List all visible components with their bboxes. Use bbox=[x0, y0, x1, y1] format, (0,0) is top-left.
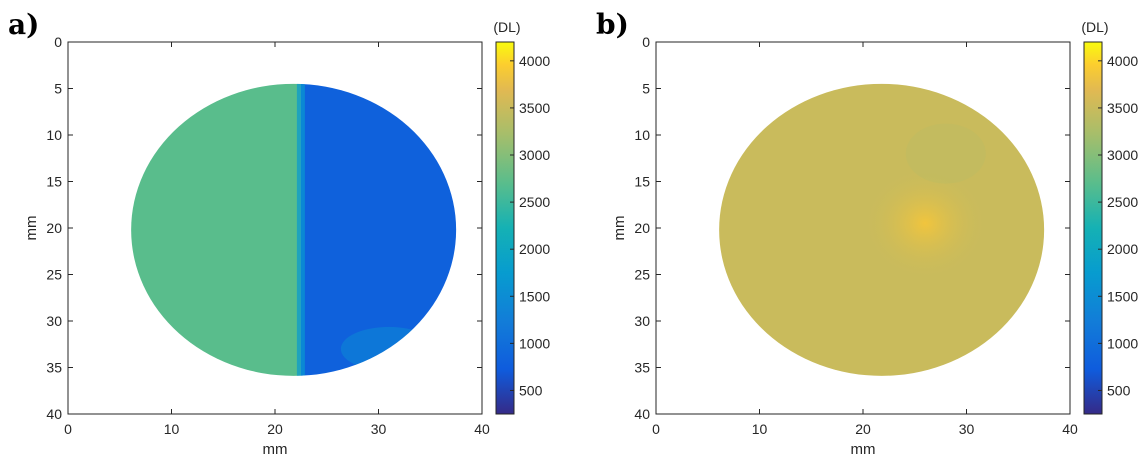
edge-patch bbox=[340, 326, 437, 371]
colorbar-tick-label: 1000 bbox=[1107, 335, 1138, 351]
colorbar-tick-label: 2000 bbox=[1107, 241, 1138, 257]
y-axis-label: mm bbox=[611, 216, 628, 241]
y-tick-label: 35 bbox=[46, 360, 62, 376]
heatmap-field bbox=[719, 83, 1045, 376]
colorbar-tick-label: 4000 bbox=[1107, 53, 1138, 69]
y-tick-label: 0 bbox=[54, 34, 62, 50]
x-axis-label: mm bbox=[851, 441, 876, 458]
colorbar-tick-label: 3000 bbox=[1107, 147, 1138, 163]
x-tick-label: 40 bbox=[1062, 421, 1078, 437]
colorbar-tick-label: 3500 bbox=[1107, 100, 1138, 116]
region-right-half bbox=[300, 83, 457, 376]
y-tick-label: 0 bbox=[642, 34, 650, 50]
hot-spot bbox=[863, 167, 988, 280]
panel-label: b) bbox=[596, 8, 629, 41]
x-tick-label: 0 bbox=[64, 421, 72, 437]
y-tick-label: 30 bbox=[46, 313, 62, 329]
y-tick-label: 15 bbox=[46, 174, 62, 190]
y-tick-label: 10 bbox=[46, 127, 62, 143]
y-tick-label: 10 bbox=[634, 127, 650, 143]
colorbar-tick-label: 2000 bbox=[519, 241, 550, 257]
y-tick-label: 25 bbox=[46, 267, 62, 283]
x-axis-label: mm bbox=[263, 441, 288, 458]
heatmap-chart-a: 0 10 20 30 400510152025303540mmmm50010001500… bbox=[23, 19, 550, 458]
x-tick-label: 0 bbox=[652, 421, 660, 437]
y-tick-label: 20 bbox=[634, 220, 650, 236]
y-tick-label: 25 bbox=[634, 267, 650, 283]
y-tick-label: 20 bbox=[46, 220, 62, 236]
colorbar-label: (DL) bbox=[1081, 19, 1108, 35]
edge-transition bbox=[296, 83, 305, 376]
colorbar-tick-label: 2500 bbox=[519, 194, 550, 210]
colorbar-tick-label: 3000 bbox=[519, 147, 550, 163]
y-tick-label: 30 bbox=[634, 313, 650, 329]
y-tick-label: 35 bbox=[634, 360, 650, 376]
panel-a: a) 0 10 20 30 40 0 5 10 15 20 25 30 35 40 mm mm 500 1000 1… bbox=[8, 8, 550, 458]
colorbar-tick-label: 1000 bbox=[519, 335, 550, 351]
colorbar bbox=[495, 41, 515, 415]
x-tick-label: 30 bbox=[371, 421, 387, 437]
heatmap-chart-b: 0 10 20 30 400510152025303540mmmm50010001500… bbox=[611, 19, 1138, 458]
heatmap-field bbox=[131, 83, 457, 376]
colorbar-label: (DL) bbox=[493, 19, 520, 35]
colorbar-tick-label: 3500 bbox=[519, 100, 550, 116]
panel-b: b) 0 10 20 30 40 0 5 10 15 20 25 30 35 40 mm mm 500 1000 1… bbox=[588, 0, 1144, 462]
colorbar-tick-label: 500 bbox=[1107, 382, 1131, 398]
x-tick-label: 40 bbox=[474, 421, 490, 437]
x-tick-label: 10 bbox=[752, 421, 768, 437]
colorbar-tick-label: 1500 bbox=[1107, 288, 1138, 304]
x-tick-label: 20 bbox=[855, 421, 871, 437]
colorbar-tick-label: 1500 bbox=[519, 288, 550, 304]
colorbar-tick-label: 4000 bbox=[519, 53, 550, 69]
y-tick-label: 5 bbox=[54, 81, 62, 97]
y-tick-label: 15 bbox=[634, 174, 650, 190]
x-tick-label: 20 bbox=[267, 421, 283, 437]
colorbar-tick-label: 500 bbox=[519, 382, 543, 398]
y-tick-label: 40 bbox=[634, 406, 650, 422]
colorbar-tick-label: 2500 bbox=[1107, 194, 1138, 210]
x-tick-label: 10 bbox=[164, 421, 180, 437]
colorbar bbox=[1083, 41, 1103, 415]
panel-label: a) bbox=[8, 8, 40, 41]
cool-patch bbox=[905, 123, 986, 184]
y-tick-label: 40 bbox=[46, 406, 62, 422]
x-tick-label: 30 bbox=[959, 421, 975, 437]
region-uniform bbox=[719, 83, 1045, 376]
region-left-half bbox=[131, 83, 301, 376]
y-axis-label: mm bbox=[23, 216, 40, 241]
y-tick-label: 5 bbox=[642, 81, 650, 97]
